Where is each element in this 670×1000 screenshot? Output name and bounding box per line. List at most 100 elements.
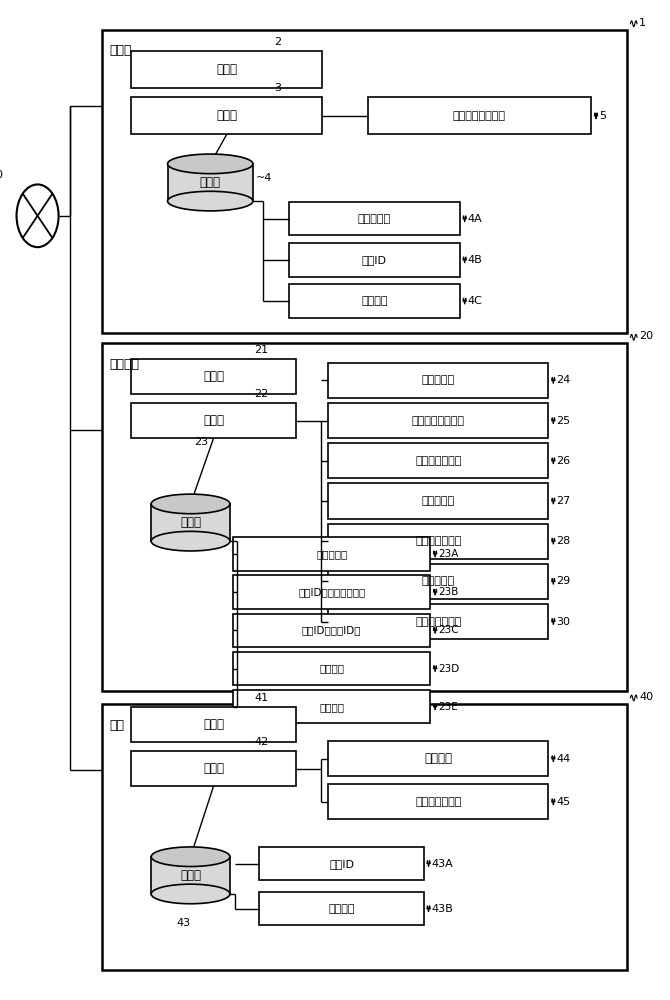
FancyBboxPatch shape	[233, 537, 430, 571]
Text: 服务器: 服务器	[110, 44, 132, 57]
Text: 作业时间表发送部: 作业时间表发送部	[453, 111, 506, 121]
FancyBboxPatch shape	[328, 604, 548, 639]
Text: 29: 29	[556, 576, 571, 586]
Text: 41: 41	[255, 693, 269, 703]
FancyBboxPatch shape	[289, 243, 460, 277]
Text: 23E: 23E	[438, 702, 458, 712]
Text: 43: 43	[177, 918, 191, 928]
Text: 移动终端: 移动终端	[110, 358, 140, 371]
Ellipse shape	[151, 494, 230, 514]
Text: 存储部: 存储部	[180, 516, 201, 529]
Text: 23: 23	[194, 437, 208, 447]
FancyBboxPatch shape	[368, 97, 591, 134]
Text: 固有ID: 固有ID	[329, 859, 354, 869]
FancyBboxPatch shape	[233, 614, 430, 647]
Text: 控制部: 控制部	[203, 762, 224, 775]
Text: 3: 3	[274, 83, 281, 93]
Ellipse shape	[151, 531, 230, 551]
Ellipse shape	[151, 884, 230, 904]
Text: 存储部: 存储部	[200, 176, 220, 189]
Text: 24: 24	[556, 375, 571, 385]
Text: 收发部: 收发部	[203, 718, 224, 731]
FancyBboxPatch shape	[131, 97, 322, 134]
FancyBboxPatch shape	[328, 784, 548, 819]
FancyBboxPatch shape	[328, 524, 548, 559]
FancyBboxPatch shape	[131, 707, 295, 742]
Text: 固有ID（接收ID）: 固有ID（接收ID）	[302, 625, 362, 635]
FancyBboxPatch shape	[131, 751, 295, 786]
FancyBboxPatch shape	[289, 284, 460, 318]
FancyBboxPatch shape	[259, 847, 423, 880]
Text: 22: 22	[255, 389, 269, 399]
Text: 1: 1	[639, 18, 646, 28]
Text: 23B: 23B	[438, 587, 458, 597]
FancyBboxPatch shape	[131, 359, 295, 394]
Text: 作业时间表: 作业时间表	[316, 549, 347, 559]
FancyBboxPatch shape	[131, 51, 322, 88]
Text: 操作显示部: 操作显示部	[422, 375, 455, 385]
Text: 控制部: 控制部	[203, 414, 224, 427]
Text: 运转面板: 运转面板	[424, 752, 452, 765]
FancyBboxPatch shape	[233, 690, 430, 723]
Text: 26: 26	[556, 456, 570, 466]
Text: 10: 10	[0, 170, 3, 180]
Text: 44: 44	[556, 754, 571, 764]
Text: 23D: 23D	[438, 664, 460, 674]
FancyBboxPatch shape	[289, 202, 460, 235]
Text: 运转状态: 运转状态	[319, 664, 344, 674]
Text: 20: 20	[639, 331, 653, 341]
Text: 28: 28	[556, 536, 571, 546]
Text: 2: 2	[274, 37, 281, 47]
Ellipse shape	[168, 154, 253, 174]
Text: 43A: 43A	[431, 859, 454, 869]
Text: 收发部: 收发部	[216, 63, 237, 76]
Text: 运转状态捕捉部: 运转状态捕捉部	[415, 797, 462, 807]
Text: 23A: 23A	[438, 549, 458, 559]
FancyBboxPatch shape	[102, 30, 627, 333]
Text: 比较判定部: 比较判定部	[422, 576, 455, 586]
FancyBboxPatch shape	[233, 652, 430, 685]
FancyBboxPatch shape	[328, 403, 548, 438]
FancyBboxPatch shape	[328, 483, 548, 519]
Text: 25: 25	[556, 416, 570, 426]
Text: 30: 30	[556, 617, 570, 627]
Text: 5: 5	[599, 111, 606, 121]
Ellipse shape	[168, 191, 253, 211]
Text: 收发部: 收发部	[203, 370, 224, 383]
Text: 作业时间表: 作业时间表	[358, 214, 391, 224]
Text: 作业时间表取得部: 作业时间表取得部	[412, 416, 465, 426]
Text: 运转状态: 运转状态	[328, 904, 355, 914]
FancyBboxPatch shape	[131, 403, 295, 438]
Text: 4C: 4C	[468, 296, 482, 306]
Text: 21: 21	[255, 345, 269, 355]
Polygon shape	[151, 857, 230, 894]
FancyBboxPatch shape	[328, 741, 548, 776]
Text: 控制部: 控制部	[216, 109, 237, 122]
Polygon shape	[168, 164, 253, 201]
Text: ~4: ~4	[256, 173, 273, 183]
FancyBboxPatch shape	[328, 564, 548, 599]
Text: 电梯: 电梯	[110, 719, 125, 732]
Text: 作业实绩: 作业实绩	[361, 296, 388, 306]
FancyBboxPatch shape	[328, 443, 548, 478]
Text: 存储部: 存储部	[180, 869, 201, 882]
Text: 27: 27	[556, 496, 571, 506]
FancyBboxPatch shape	[328, 363, 548, 398]
Text: 固有ID（时间表指示）: 固有ID（时间表指示）	[298, 587, 365, 597]
FancyBboxPatch shape	[233, 575, 430, 609]
Text: 42: 42	[255, 737, 269, 747]
FancyBboxPatch shape	[102, 343, 627, 691]
FancyBboxPatch shape	[102, 704, 627, 970]
Text: 23C: 23C	[438, 625, 459, 635]
Text: 43B: 43B	[431, 904, 454, 914]
Text: 作业实绩发送部: 作业实绩发送部	[415, 617, 462, 627]
Text: 40: 40	[639, 692, 653, 702]
Text: 4B: 4B	[468, 255, 482, 265]
Ellipse shape	[151, 847, 230, 867]
Text: 4A: 4A	[468, 214, 482, 224]
Text: 作业实绩: 作业实绩	[319, 702, 344, 712]
Text: 固有ID: 固有ID	[362, 255, 387, 265]
Polygon shape	[151, 504, 230, 541]
Text: 45: 45	[556, 797, 570, 807]
FancyBboxPatch shape	[259, 892, 423, 925]
